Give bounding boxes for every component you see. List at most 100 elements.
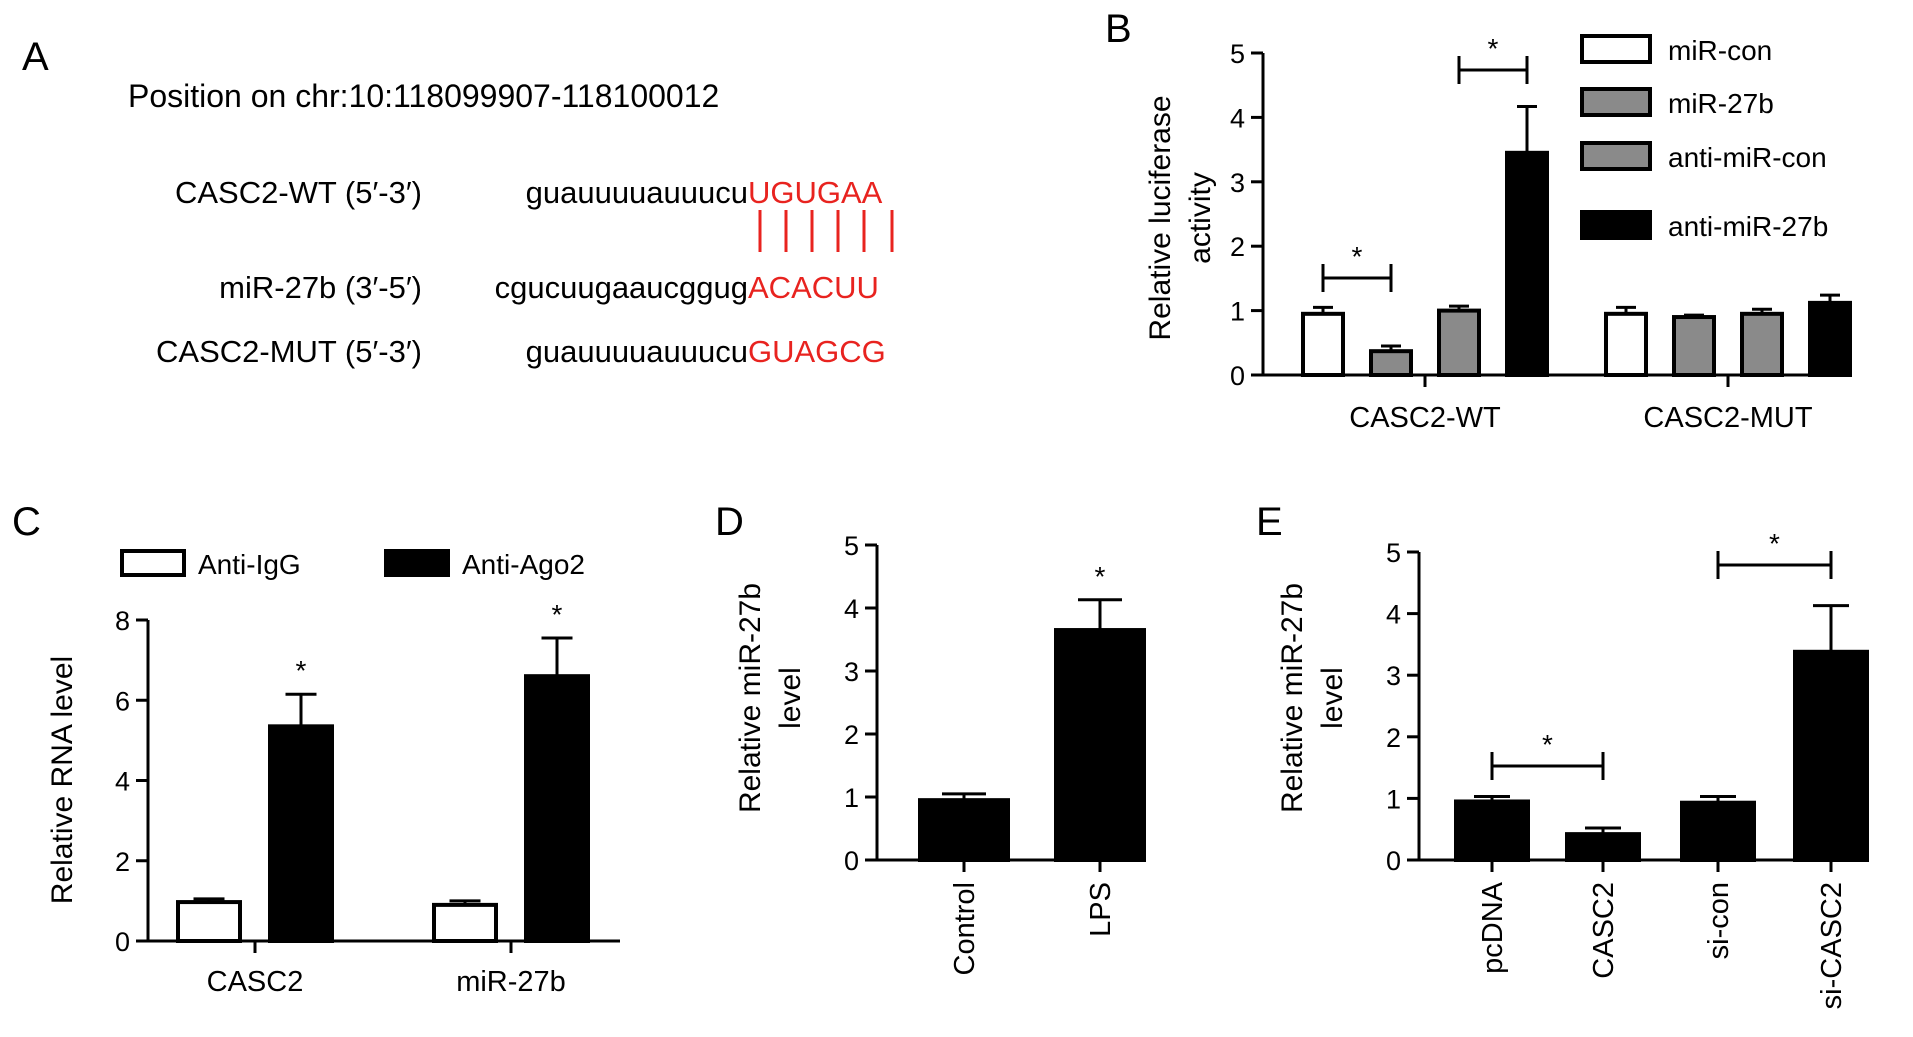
chart-e-x-tick-label: pcDNA <box>1477 881 1509 974</box>
chart-b-legend-label: miR-27b <box>1668 88 1774 119</box>
chart-b-bar-anti-mir-con <box>1437 308 1481 378</box>
chart-b-y-tick-label: 1 <box>1230 297 1245 327</box>
chart-c-legend-label: Anti-Ago2 <box>462 549 585 580</box>
chart-b-legend-label: anti-miR-con <box>1668 142 1827 173</box>
chart-e-plot: 0 1 2 3 4 5 pcDNA CASC2 si-con si-CASC2 * * <box>1386 528 1869 1009</box>
chart-b-y-tick-label: 5 <box>1230 39 1245 69</box>
chart-d-y-tick-label: 0 <box>844 846 859 876</box>
chart-e-y-tick-label: 2 <box>1386 723 1401 753</box>
chart-d: Relative miR-27b level 0 1 2 3 4 5 Control * LPS <box>734 531 1146 976</box>
panel-a-position: Position on chr:10:118099907-118100012 <box>128 78 719 114</box>
chart-e-y-tick-label: 5 <box>1386 538 1401 568</box>
panel-a-letter: A <box>22 35 49 79</box>
chart-b-bar-mir-27b <box>1369 349 1413 377</box>
panel-c: C Relative RNA level 0 2 4 6 8 * CASC2 * miR-27b… <box>12 500 620 998</box>
chart-e-bar <box>1454 799 1530 862</box>
seq-row-mir-black: cgucuugaaucggug <box>495 270 748 305</box>
chart-d-y-tick-label: 4 <box>844 594 859 624</box>
chart-b-legend-swatch <box>1580 87 1652 117</box>
chart-e: Relative miR-27b level 0 1 2 3 4 5 pcDNA CASC2 s… <box>1276 528 1869 1009</box>
chart-c-significance-star: * <box>552 599 563 630</box>
chart-b-legend-swatch <box>1580 210 1652 240</box>
chart-c: Relative RNA level 0 2 4 6 8 * CASC2 * miR-27b An… <box>46 549 620 998</box>
chart-b-bar-anti-mir-con <box>1740 311 1784 378</box>
chart-b-legend-swatch <box>1580 141 1652 171</box>
chart-c-ylabel: Relative RNA level <box>46 656 79 904</box>
chart-c-significance-star: * <box>296 655 307 686</box>
chart-b: Relative luciferase activity 0 1 2 3 4 5 CASC2… <box>1144 33 1852 434</box>
seq-row-mut-red: GUAGCG <box>748 334 886 369</box>
chart-d-ylabel-line2: level <box>774 667 807 729</box>
chart-e-x-tick-label: si-con <box>1703 882 1735 959</box>
panel-d: D Relative miR-27b level 0 1 2 3 4 5 Control * L… <box>715 500 1146 976</box>
panel-e-letter: E <box>1256 500 1283 544</box>
chart-c-legend-swatch <box>120 549 186 577</box>
chart-c-bar-anti-igg <box>176 900 242 943</box>
chart-c-y-tick-label: 2 <box>115 847 130 877</box>
panel-b-letter: B <box>1105 7 1132 51</box>
chart-e-x-tick-label: si-CASC2 <box>1816 882 1848 1009</box>
chart-c-x-tick-label: miR-27b <box>456 966 566 998</box>
chart-b-ylabel-line2: activity <box>1184 172 1217 264</box>
chart-b-x-tick-label: CASC2-MUT <box>1643 402 1812 434</box>
panel-c-letter: C <box>12 500 41 544</box>
chart-c-y-tick-label: 8 <box>115 606 130 636</box>
chart-c-bar-anti-ago2 <box>268 724 334 943</box>
chart-e-ylabel-line1: Relative miR-27b <box>1276 583 1309 813</box>
chart-c-y-tick-label: 4 <box>115 767 130 797</box>
base-pairing-lines <box>758 210 894 252</box>
chart-b-bar-mir-con <box>1604 311 1648 378</box>
chart-b-y-tick-label: 2 <box>1230 232 1245 262</box>
chart-b-legend-label: anti-miR-27b <box>1668 211 1828 242</box>
chart-e-significance-star: * <box>1542 729 1553 760</box>
chart-d-bar <box>1054 628 1146 862</box>
chart-e-y-tick-label: 0 <box>1386 846 1401 876</box>
chart-d-bar <box>918 798 1010 863</box>
chart-d-x-tick-label: LPS <box>1085 882 1117 937</box>
chart-d-significance-star: * <box>1095 561 1106 592</box>
chart-b-plot: 0 1 2 3 4 5 CASC2-WT CASC2-MUT * * miR-con miR-27b a… <box>1230 33 1852 434</box>
chart-d-x-tick-label: Control <box>949 882 981 976</box>
panel-e: E Relative miR-27b level 0 1 2 3 4 5 pcDNA CASC… <box>1256 500 1869 1009</box>
chart-e-y-tick-label: 4 <box>1386 600 1401 630</box>
panel-b: B Relative luciferase activity 0 1 2 3 4 5 CAS… <box>1105 7 1852 434</box>
seq-row-wt-red: UGUGAA <box>748 175 883 210</box>
chart-c-plot: 0 2 4 6 8 * CASC2 * miR-27b Anti-IgG Anti-Ago2 <box>115 549 620 998</box>
chart-d-ylabel-line1: Relative miR-27b <box>734 583 767 813</box>
seq-row-mut-label: CASC2-MUT (5′-3′) <box>156 334 422 369</box>
chart-e-bar <box>1565 832 1641 862</box>
chart-d-y-tick-label: 1 <box>844 783 859 813</box>
chart-d-plot: 0 1 2 3 4 5 Control * LPS <box>844 531 1146 976</box>
chart-e-bar <box>1793 649 1869 862</box>
chart-c-y-tick-label: 0 <box>115 927 130 957</box>
seq-row-mir-red: ACACUU <box>748 270 879 305</box>
chart-b-y-tick-label: 0 <box>1230 361 1245 391</box>
chart-d-y-tick-label: 3 <box>844 657 859 687</box>
chart-b-significance-star: * <box>1352 241 1363 272</box>
seq-row-mut-black: guauuuuauuucu <box>526 334 748 369</box>
chart-b-legend-swatch <box>1580 34 1652 64</box>
seq-row-mir-label: miR-27b (3′-5′) <box>219 270 422 305</box>
chart-e-bar <box>1680 800 1756 862</box>
chart-b-x-tick-label: CASC2-WT <box>1349 402 1501 434</box>
panel-d-letter: D <box>715 500 744 544</box>
chart-c-legend-label: Anti-IgG <box>198 549 301 580</box>
chart-c-bar-anti-igg <box>432 902 498 944</box>
panel-a: A Position on chr:10:118099907-118100012… <box>22 35 894 369</box>
chart-b-bar-anti-mir-27b <box>1808 300 1852 378</box>
seq-row-wt-black: guauuuuauuucu <box>526 175 748 210</box>
chart-e-x-tick-label: CASC2 <box>1588 882 1620 979</box>
chart-b-ylabel-line1: Relative luciferase <box>1144 95 1177 340</box>
chart-c-y-tick-label: 6 <box>115 686 130 716</box>
chart-c-legend-swatch <box>384 549 450 577</box>
chart-e-y-tick-label: 1 <box>1386 784 1401 814</box>
chart-b-significance-star: * <box>1488 33 1499 64</box>
chart-b-legend-label: miR-con <box>1668 35 1772 66</box>
chart-e-ylabel-line2: level <box>1316 667 1349 729</box>
chart-b-y-tick-label: 3 <box>1230 168 1245 198</box>
chart-d-y-tick-label: 5 <box>844 531 859 561</box>
chart-e-significance-star: * <box>1769 528 1780 559</box>
chart-c-bar-anti-ago2 <box>524 674 590 943</box>
seq-row-wt-label: CASC2-WT (5′-3′) <box>175 175 422 210</box>
